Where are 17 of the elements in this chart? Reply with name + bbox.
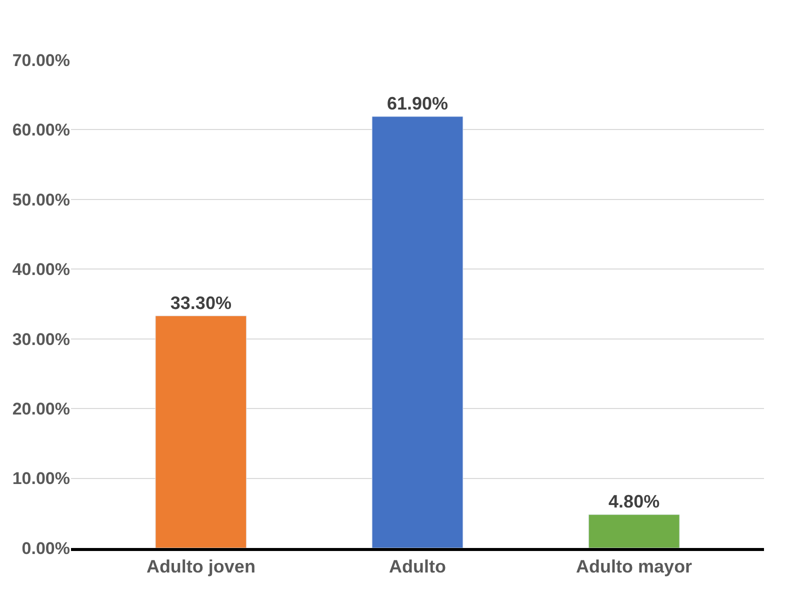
bar [155, 316, 247, 548]
y-tick-label: 40.00% [12, 260, 70, 280]
y-tick-label: 50.00% [12, 190, 70, 210]
x-tick-label: Adulto [389, 556, 446, 577]
y-tick-label: 70.00% [12, 50, 70, 70]
bar [588, 514, 680, 548]
data-label: 4.80% [608, 492, 660, 512]
y-tick-label: 10.00% [12, 469, 70, 488]
data-label: 33.30% [170, 292, 232, 313]
y-tick-label: 60.00% [12, 120, 70, 140]
bar [372, 116, 464, 548]
y-tick-label: 30.00% [12, 330, 70, 349]
x-tick-label: Adulto joven [146, 556, 256, 577]
x-tick-label: Adulto mayor [576, 556, 692, 577]
y-tick-label: 0.00% [22, 538, 70, 558]
data-label: 61.90% [386, 93, 448, 114]
y-tick-label: 20.00% [12, 400, 70, 419]
